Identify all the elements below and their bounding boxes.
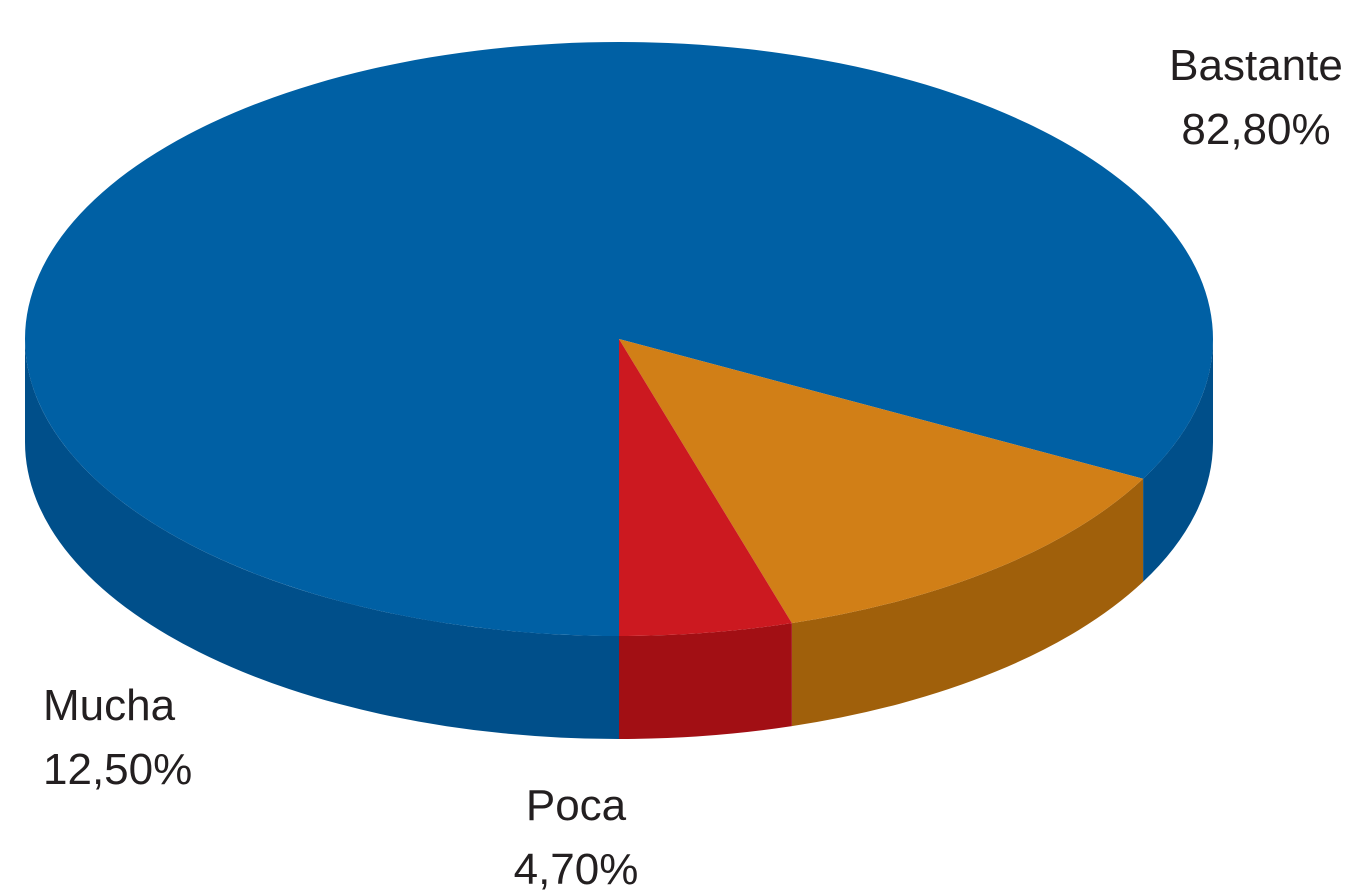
label-mucha-name: Mucha	[43, 681, 176, 730]
label-bastante-value: 82,80%	[1181, 105, 1330, 154]
side-mucha	[791, 478, 1144, 727]
pie-side-walls	[25, 339, 1213, 739]
side-bastante	[1143, 339, 1213, 582]
pie-top-faces	[24, 41, 1213, 636]
slice-bastante	[24, 41, 1213, 636]
label-mucha-value: 12,50%	[43, 745, 192, 794]
slice-poca	[619, 339, 792, 636]
side-bastante-1	[25, 339, 619, 739]
label-bastante-name: Bastante	[1169, 41, 1343, 90]
side-poca	[619, 623, 792, 739]
slice-mucha	[619, 339, 1144, 624]
label-poca-name: Poca	[526, 781, 627, 830]
label-poca-value: 4,70%	[514, 845, 639, 892]
